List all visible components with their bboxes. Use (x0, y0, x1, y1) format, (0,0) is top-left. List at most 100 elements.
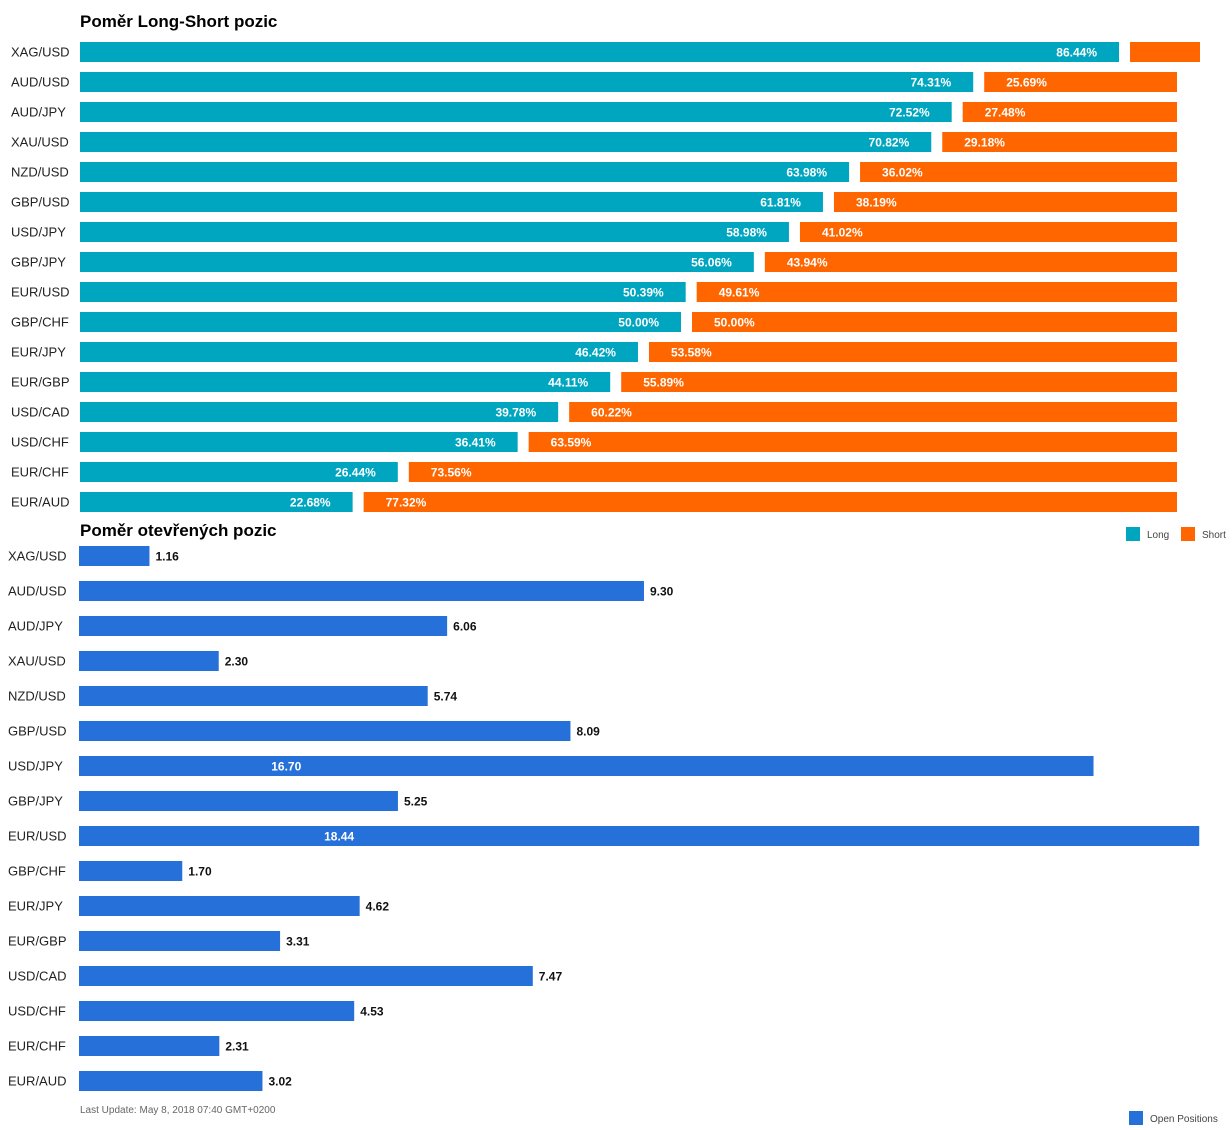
long-bar-eur-aud (80, 492, 353, 512)
long-bar-eur-chf (80, 462, 398, 482)
legend-open-positions-swatch (1129, 1111, 1143, 1125)
long-value-label-xag-usd: 86.44% (1056, 46, 1097, 60)
open-positions-bar-aud-jpy (79, 616, 448, 636)
category-label-eur-usd: EUR/USD (11, 285, 70, 300)
open-positions-value-nzd-usd: 5.74 (434, 690, 458, 704)
short-value-label-eur-usd: 49.61% (719, 286, 760, 300)
open-positions-value-eur-chf: 2.31 (225, 1040, 249, 1054)
category-label-eur-aud: EUR/AUD (11, 495, 70, 510)
open-positions-value-eur-gbp: 3.31 (286, 935, 310, 949)
long-short-chart-title: Poměr Long-Short pozic (80, 12, 277, 31)
long-bar-gbp-chf (80, 312, 681, 332)
category-label-gbp-usd: GBP/USD (11, 195, 70, 210)
category-label-eur-chf: EUR/CHF (11, 465, 69, 480)
open-positions-bar-usd-chf (79, 1001, 355, 1021)
short-value-label-gbp-chf: 50.00% (714, 316, 755, 330)
long-value-label-gbp-jpy: 56.06% (691, 256, 732, 270)
open-category-label-gbp-jpy: GBP/JPY (8, 794, 63, 809)
long-short-chart: XAG/USD 86.44% AUD/USD 74.31% 25.69% AUD/JPY 7… (11, 42, 1200, 512)
short-bar-xag-usd (1130, 42, 1200, 62)
short-value-label-gbp-jpy: 43.94% (787, 256, 828, 270)
long-bar-usd-cad (80, 402, 559, 422)
legend-long-label: Long (1147, 530, 1169, 541)
short-value-label-usd-cad: 60.22% (591, 406, 632, 420)
category-label-eur-jpy: EUR/JPY (11, 345, 66, 360)
open-positions-value-aud-usd: 9.30 (650, 585, 674, 599)
long-bar-eur-usd (80, 282, 686, 302)
short-value-label-xau-usd: 29.18% (964, 136, 1005, 150)
long-bar-gbp-jpy (80, 252, 754, 272)
open-positions-value-usd-chf: 4.53 (360, 1005, 384, 1019)
long-bar-eur-gbp (80, 372, 611, 392)
open-category-label-gbp-usd: GBP/USD (8, 724, 67, 739)
open-category-label-usd-chf: USD/CHF (8, 1004, 66, 1019)
short-bar-eur-chf (408, 462, 1177, 482)
open-positions-value-usd-cad: 7.47 (539, 970, 563, 984)
long-value-label-gbp-chf: 50.00% (618, 316, 659, 330)
open-positions-value-xau-usd: 2.30 (225, 655, 249, 669)
long-short-legend: Long Short (1126, 527, 1226, 541)
open-category-label-xau-usd: XAU/USD (8, 654, 66, 669)
long-bar-aud-usd (80, 72, 974, 92)
short-value-label-nzd-usd: 36.02% (882, 166, 923, 180)
open-category-label-xag-usd: XAG/USD (8, 549, 67, 564)
short-bar-usd-jpy (799, 222, 1177, 242)
short-value-label-usd-jpy: 41.02% (822, 226, 863, 240)
open-category-label-usd-jpy: USD/JPY (8, 759, 63, 774)
open-category-label-aud-jpy: AUD/JPY (8, 619, 63, 634)
category-label-eur-gbp: EUR/GBP (11, 375, 70, 390)
short-bar-eur-aud (363, 492, 1177, 512)
short-value-label-eur-gbp: 55.89% (643, 376, 684, 390)
short-bar-usd-cad (569, 402, 1177, 422)
category-label-nzd-usd: NZD/USD (11, 165, 69, 180)
short-value-label-eur-aud: 77.32% (386, 496, 427, 510)
short-bar-nzd-usd (860, 162, 1177, 182)
long-value-label-eur-chf: 26.44% (335, 466, 376, 480)
legend-open-positions-label: Open Positions (1150, 1114, 1218, 1125)
long-bar-usd-chf (80, 432, 518, 452)
open-category-label-aud-usd: AUD/USD (8, 584, 67, 599)
short-value-label-gbp-usd: 38.19% (856, 196, 897, 210)
long-value-label-eur-gbp: 44.11% (548, 376, 588, 390)
open-positions-bar-eur-gbp (79, 931, 281, 951)
open-category-label-eur-aud: EUR/AUD (8, 1074, 67, 1089)
long-value-label-eur-usd: 50.39% (623, 286, 664, 300)
last-update-text: Last Update: May 8, 2018 07:40 GMT+0200 (80, 1105, 276, 1116)
long-value-label-xau-usd: 70.82% (869, 136, 910, 150)
open-category-label-eur-usd: EUR/USD (8, 829, 67, 844)
long-value-label-usd-chf: 36.41% (455, 436, 496, 450)
long-bar-xag-usd (80, 42, 1120, 62)
open-category-label-eur-chf: EUR/CHF (8, 1039, 66, 1054)
category-label-usd-cad: USD/CAD (11, 405, 70, 420)
category-label-xau-usd: XAU/USD (11, 135, 69, 150)
open-positions-value-eur-aud: 3.02 (268, 1075, 292, 1089)
category-label-gbp-chf: GBP/CHF (11, 315, 69, 330)
category-label-usd-jpy: USD/JPY (11, 225, 66, 240)
short-bar-eur-usd (696, 282, 1177, 302)
open-category-label-eur-gbp: EUR/GBP (8, 934, 67, 949)
short-bar-aud-jpy (962, 102, 1177, 122)
long-bar-xau-usd (80, 132, 932, 152)
open-positions-bar-aud-usd (79, 581, 644, 601)
legend-short-swatch (1181, 527, 1195, 541)
category-label-aud-usd: AUD/USD (11, 75, 70, 90)
open-positions-chart-title: Poměr otevřených pozic (80, 521, 277, 540)
short-bar-gbp-usd (833, 192, 1177, 212)
open-positions-value-usd-jpy: 16.70 (271, 760, 301, 774)
category-label-aud-jpy: AUD/JPY (11, 105, 66, 120)
long-value-label-aud-usd: 74.31% (911, 76, 952, 90)
open-positions-bar-gbp-chf (79, 861, 183, 881)
open-positions-bar-xag-usd (79, 546, 150, 566)
category-label-usd-chf: USD/CHF (11, 435, 69, 450)
long-bar-nzd-usd (80, 162, 850, 182)
open-positions-bar-eur-aud (79, 1071, 263, 1091)
short-value-label-eur-jpy: 53.58% (671, 346, 712, 360)
short-bar-eur-gbp (621, 372, 1177, 392)
long-value-label-gbp-usd: 61.81% (760, 196, 801, 210)
long-bar-aud-jpy (80, 102, 952, 122)
open-positions-value-gbp-jpy: 5.25 (404, 795, 428, 809)
open-positions-chart: XAG/USD 1.16 AUD/USD 9.30 AUD/JPY 6.06 XAU/USD… (8, 546, 1200, 1091)
legend-short-label: Short (1202, 530, 1226, 541)
open-positions-value-gbp-usd: 8.09 (576, 725, 600, 739)
